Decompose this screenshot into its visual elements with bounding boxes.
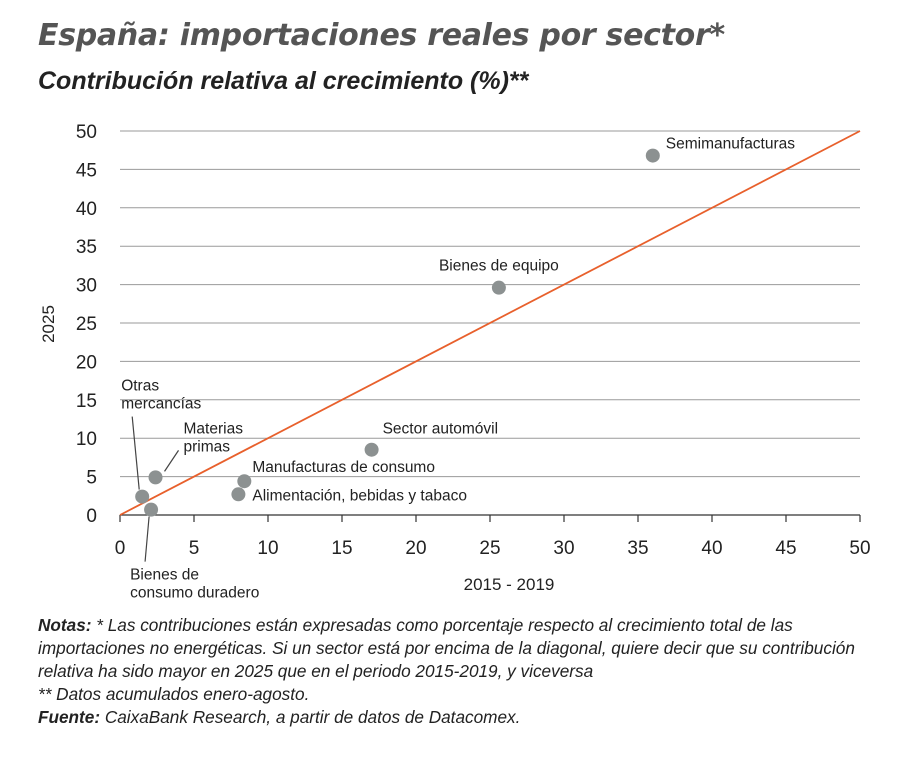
y-tick-label: 45	[76, 160, 97, 181]
point-label-line: mercancías	[121, 396, 201, 413]
notes-text: * Las contribuciones están expresadas co…	[38, 615, 855, 681]
diagonal-layer	[119, 130, 861, 516]
data-note: ** Datos acumulados enero-agosto.	[38, 684, 310, 704]
scatter-point	[231, 487, 246, 502]
diagonal-line	[119, 130, 861, 516]
axes: 0 5 10 15 20 25 30 35 40 45 50 0 5 10 15 20 25 30 35 40 45 50	[76, 122, 871, 559]
scatter-point	[491, 280, 506, 295]
y-tick-label: 10	[76, 429, 97, 450]
grid-lines	[120, 130, 860, 478]
point-label-line: Materias	[184, 420, 244, 437]
x-tick-label: 45	[775, 538, 796, 559]
x-tick-label: 0	[115, 538, 126, 559]
x-tick-label: 5	[189, 538, 200, 559]
point-label-line: Otras	[121, 378, 159, 395]
scatter-point	[364, 442, 379, 457]
chart-subtitle: Contribución relativa al crecimiento (%)…	[38, 67, 529, 95]
notes-label: Notas:	[38, 615, 92, 635]
point-label: Semimanufacturas	[666, 136, 795, 153]
point-label-line: Bienes de	[130, 567, 199, 584]
point-label-line: Sector automóvil	[383, 421, 498, 438]
y-axis-label: 2025	[39, 305, 58, 343]
point-label-line: Bienes de equipo	[439, 258, 559, 275]
source-paragraph: Fuente: CaixaBank Research, a partir de …	[38, 706, 878, 729]
point-label-line: Manufacturas de consumo	[252, 459, 435, 476]
x-tick-label: 50	[849, 538, 870, 559]
scatter-point	[144, 502, 159, 517]
point-label: Bienes de equipo	[439, 258, 559, 275]
y-tick-label: 30	[76, 276, 97, 297]
point-label: Manufacturas de consumo	[252, 459, 435, 476]
point-labels: Semimanufacturas Bienes de equipo Sector a…	[121, 136, 795, 602]
label-leader-line	[164, 450, 180, 472]
point-label-line: Alimentación, bebidas y tabaco	[252, 487, 467, 504]
point-label-line: Semimanufacturas	[666, 136, 795, 153]
x-tick-label: 25	[479, 538, 500, 559]
y-tick-label: 20	[76, 352, 97, 373]
point-label: Sector automóvil	[383, 421, 498, 438]
x-tick-label: 30	[553, 538, 574, 559]
x-tick-label: 10	[257, 538, 278, 559]
scatter-point	[135, 489, 150, 504]
point-label-line: consumo duradero	[130, 585, 259, 602]
scatter-point	[148, 470, 163, 485]
y-tick-label: 40	[76, 199, 97, 220]
point-label: Otras mercancías	[121, 378, 201, 413]
x-tick-label: 35	[627, 538, 648, 559]
source-text: CaixaBank Research, a partir de datos de…	[100, 707, 521, 727]
y-tick-label: 50	[76, 122, 97, 143]
y-tick-label: 25	[76, 314, 97, 335]
x-tick-label: 15	[331, 538, 352, 559]
label-leader-line	[144, 516, 150, 562]
chart-title: España: importaciones reales por sector*	[38, 18, 725, 53]
notes-block: Notas: * Las contribuciones están expres…	[38, 614, 878, 729]
point-label: Alimentación, bebidas y tabaco	[252, 487, 467, 504]
y-tick-label: 35	[76, 237, 97, 258]
y-tick-label: 0	[86, 506, 97, 527]
x-tick-label: 20	[405, 538, 426, 559]
x-tick-label: 40	[701, 538, 722, 559]
scatter-point	[645, 148, 660, 163]
scatter-point	[237, 474, 252, 489]
y-tick-label: 5	[86, 468, 97, 489]
y-tick-label: 15	[76, 391, 97, 412]
label-leader-line	[131, 416, 140, 490]
point-label: Bienes de consumo duradero	[130, 567, 259, 602]
notes-paragraph: Notas: * Las contribuciones están expres…	[38, 614, 878, 683]
point-label: Materias primas	[184, 420, 244, 455]
x-axis-label: 2015 - 2019	[464, 575, 555, 594]
source-label: Fuente:	[38, 707, 101, 727]
data-points	[135, 148, 660, 517]
point-label-line: primas	[184, 438, 231, 455]
